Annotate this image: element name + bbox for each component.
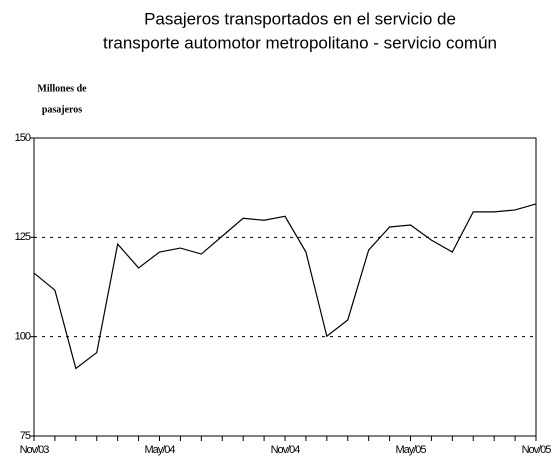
- y-tick-label: 150: [15, 132, 31, 144]
- chart-title: transporte automotor metropolitano - ser…: [103, 33, 497, 52]
- chart-title: Pasajeros transportados en el servicio d…: [144, 9, 456, 28]
- x-tick-label: Nov/03: [20, 444, 50, 456]
- y-axis-label: Millones de: [37, 83, 87, 94]
- x-tick-label: May/04: [144, 444, 175, 456]
- y-axis-label: pasajeros: [42, 104, 82, 115]
- x-tick-label: May/05: [395, 444, 426, 456]
- y-tick-label: 75: [20, 430, 31, 442]
- x-tick-label: Nov/04: [271, 444, 301, 456]
- y-tick-label: 125: [15, 231, 31, 243]
- x-tick-label: Nov/05: [522, 444, 552, 456]
- line: [33, 203, 537, 370]
- y-tick-label: 100: [15, 331, 31, 343]
